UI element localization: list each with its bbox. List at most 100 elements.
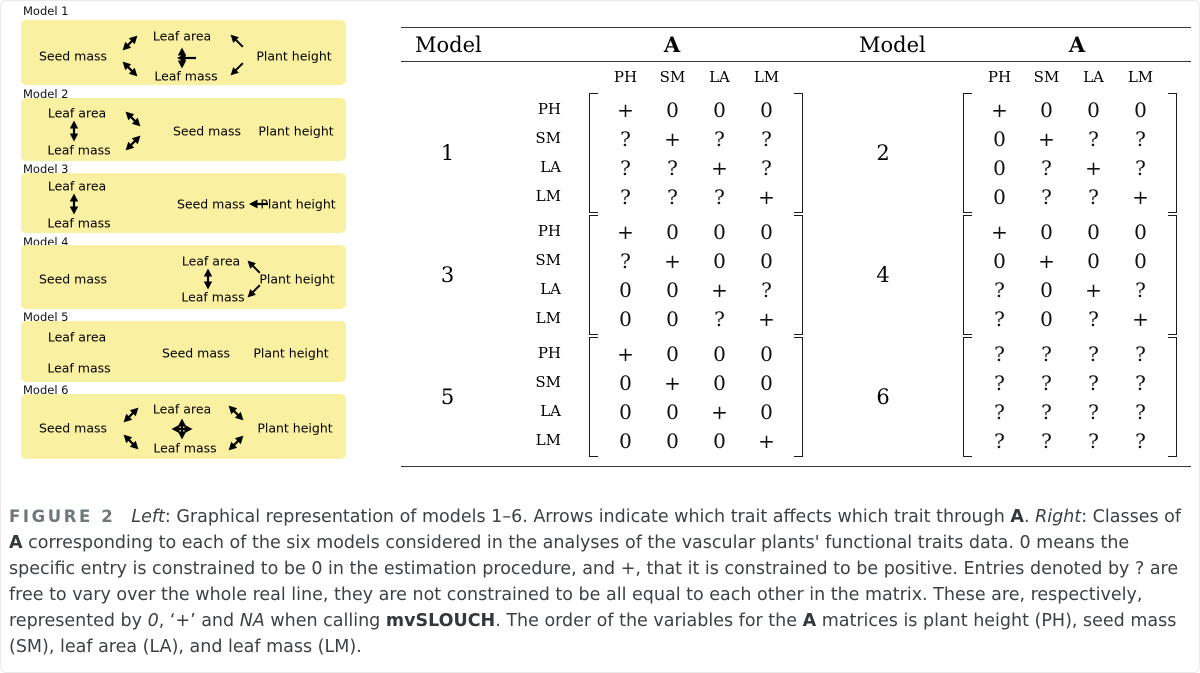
matrix-cell: ? <box>1041 399 1052 424</box>
single-arrow-icon <box>226 59 247 80</box>
matrix-cell: + <box>758 428 775 453</box>
matrix-cell: ? <box>620 126 631 151</box>
matrix-model-1: +0 0 0? +???? +???? + <box>589 92 803 214</box>
matrix-cell: 0 <box>760 370 773 395</box>
matrix-cell: 0 <box>619 399 632 424</box>
matrix-cell: 0 <box>619 370 632 395</box>
matrix-cell: 0 <box>666 341 679 366</box>
matrix-cell: ? <box>1041 184 1052 209</box>
trait-label-leaf-mass: Leaf mass <box>154 68 218 84</box>
trait-label-seed-mass: Seed mass <box>172 123 242 139</box>
matrix-cell: ? <box>994 428 1005 453</box>
model-2-row: 2 +0 0 0 0 +?? 0? +? 0?? + <box>803 92 1191 214</box>
matrix-cell: 0 <box>1134 219 1147 244</box>
trait-label-plant-height: Plant height <box>257 420 333 436</box>
matrix-cell: ? <box>1135 370 1146 395</box>
matrix-cell: ? <box>761 277 772 302</box>
trait-label-plant-height: Plant height <box>259 271 335 287</box>
matrix-cell: 0 <box>993 184 1006 209</box>
matrix-cell: ? <box>620 184 631 209</box>
trait-label-leaf-mass: Leaf mass <box>47 360 111 376</box>
matrix-cell: ? <box>994 277 1005 302</box>
caption-run: : Classes of <box>1081 507 1182 527</box>
matrix-cell: ? <box>1135 428 1146 453</box>
column-header-a: A <box>1068 32 1086 57</box>
trait-label-seed-mass: Seed mass <box>38 271 108 287</box>
matrix-cell: ? <box>761 126 772 151</box>
row-label: SM <box>535 129 561 147</box>
figure-label: FIGURE 2 <box>9 507 116 526</box>
matrix-cell: ? <box>1088 341 1099 366</box>
matrix-cell: 0 <box>666 97 679 122</box>
double-arrow-icon <box>119 430 143 454</box>
matrix-cell: 0 <box>666 399 679 424</box>
matrix-cell: + <box>617 97 634 122</box>
row-label: LM <box>535 309 561 327</box>
row-label: PH <box>537 344 561 362</box>
matrix-cell: 0 <box>1087 219 1100 244</box>
row-label: LA <box>540 158 561 176</box>
matrix-cell: ? <box>1135 341 1146 366</box>
trait-label-leaf-mass: Leaf mass <box>47 142 111 158</box>
col-label: SM <box>1033 68 1060 86</box>
trait-label-plant-height: Plant height <box>258 123 334 139</box>
matrix-cell: ? <box>1041 341 1052 366</box>
matrix-cell: 0 <box>666 277 679 302</box>
matrix-cell: ? <box>1135 399 1146 424</box>
matrix-model-3: +0 0 0? +0 0 0 0 +? 0 0? + <box>589 214 803 336</box>
matrix-cell: ? <box>1135 126 1146 151</box>
single-arrow-icon <box>175 52 198 64</box>
matrix-cell: ? <box>1041 428 1052 453</box>
column-header-a: A <box>663 32 681 57</box>
matrix-cell: + <box>1085 155 1102 180</box>
matrix-cell: ? <box>1088 370 1099 395</box>
trait-label-plant-height: Plant height <box>260 196 336 212</box>
matrix-cell: 0 <box>713 370 726 395</box>
matrix-cell: 0 <box>760 248 773 273</box>
matrix-cell: 0 <box>1040 97 1053 122</box>
trait-label-plant-height: Plant height <box>256 48 332 64</box>
matrix-cell: 0 <box>1040 277 1053 302</box>
matrix-model-5: +0 0 0 0 +0 0 0 0 +0 0 0 0 + <box>589 336 803 458</box>
matrix-cell: + <box>1132 184 1149 209</box>
matrix-model-4: +0 0 0 0 +0 0? 0 +?? 0? + <box>963 214 1177 336</box>
matrix-cell: ? <box>994 399 1005 424</box>
model-4-box: Seed mass Leaf area Leaf mass Plant heig… <box>21 245 346 309</box>
model-2-title: Model 2 <box>23 87 69 101</box>
single-arrow-icon <box>247 198 270 210</box>
model-number: 4 <box>876 263 890 287</box>
model-6-row: 6 ???????????????? <box>803 336 1191 458</box>
caption-run: A <box>9 533 23 553</box>
column-header-model: Model <box>859 32 926 57</box>
matrix-cell: 0 <box>993 126 1006 151</box>
model-number: 1 <box>440 141 455 165</box>
matrix-cell: + <box>617 341 634 366</box>
col-label: LA <box>709 68 730 86</box>
caption-run: . <box>1023 507 1036 527</box>
trait-label-leaf-area: Leaf area <box>152 401 212 417</box>
matrix-cell: 0 <box>666 306 679 331</box>
model-number: 3 <box>440 263 455 287</box>
matrix-cell: ? <box>1041 155 1052 180</box>
trait-label-plant-height: Plant height <box>253 345 329 361</box>
matrix-cell: ? <box>994 341 1005 366</box>
caption-run: NA <box>239 611 265 631</box>
matrix-cell: + <box>711 399 728 424</box>
caption-run: : Graphical representation of models 1–6… <box>164 507 1011 527</box>
matrix-cell: ? <box>620 248 631 273</box>
col-label: PH <box>987 68 1012 86</box>
model-3-box: Leaf area Leaf mass Seed mass Plant heig… <box>21 173 346 233</box>
model-1-box: Seed mass Leaf area Leaf mass Plant heig… <box>21 20 346 85</box>
row-label: SM <box>535 373 561 391</box>
column-header-model: Model <box>415 32 482 57</box>
matrix-cell: + <box>991 97 1008 122</box>
matrix-cell: ? <box>1088 126 1099 151</box>
matrix-cell: ? <box>714 126 725 151</box>
table-bottom-rule <box>401 466 1191 467</box>
matrix-cell: + <box>1085 277 1102 302</box>
matrix-cell: ? <box>1088 306 1099 331</box>
caption-run: when calling <box>264 611 386 631</box>
model-matrix-table: Model A Model A PH SM LA LM 1 P <box>401 27 1191 467</box>
models-diagram: Model 1 Seed mass Leaf area Leaf mass Pl… <box>21 1 347 463</box>
matrix-cell: 0 <box>1087 97 1100 122</box>
